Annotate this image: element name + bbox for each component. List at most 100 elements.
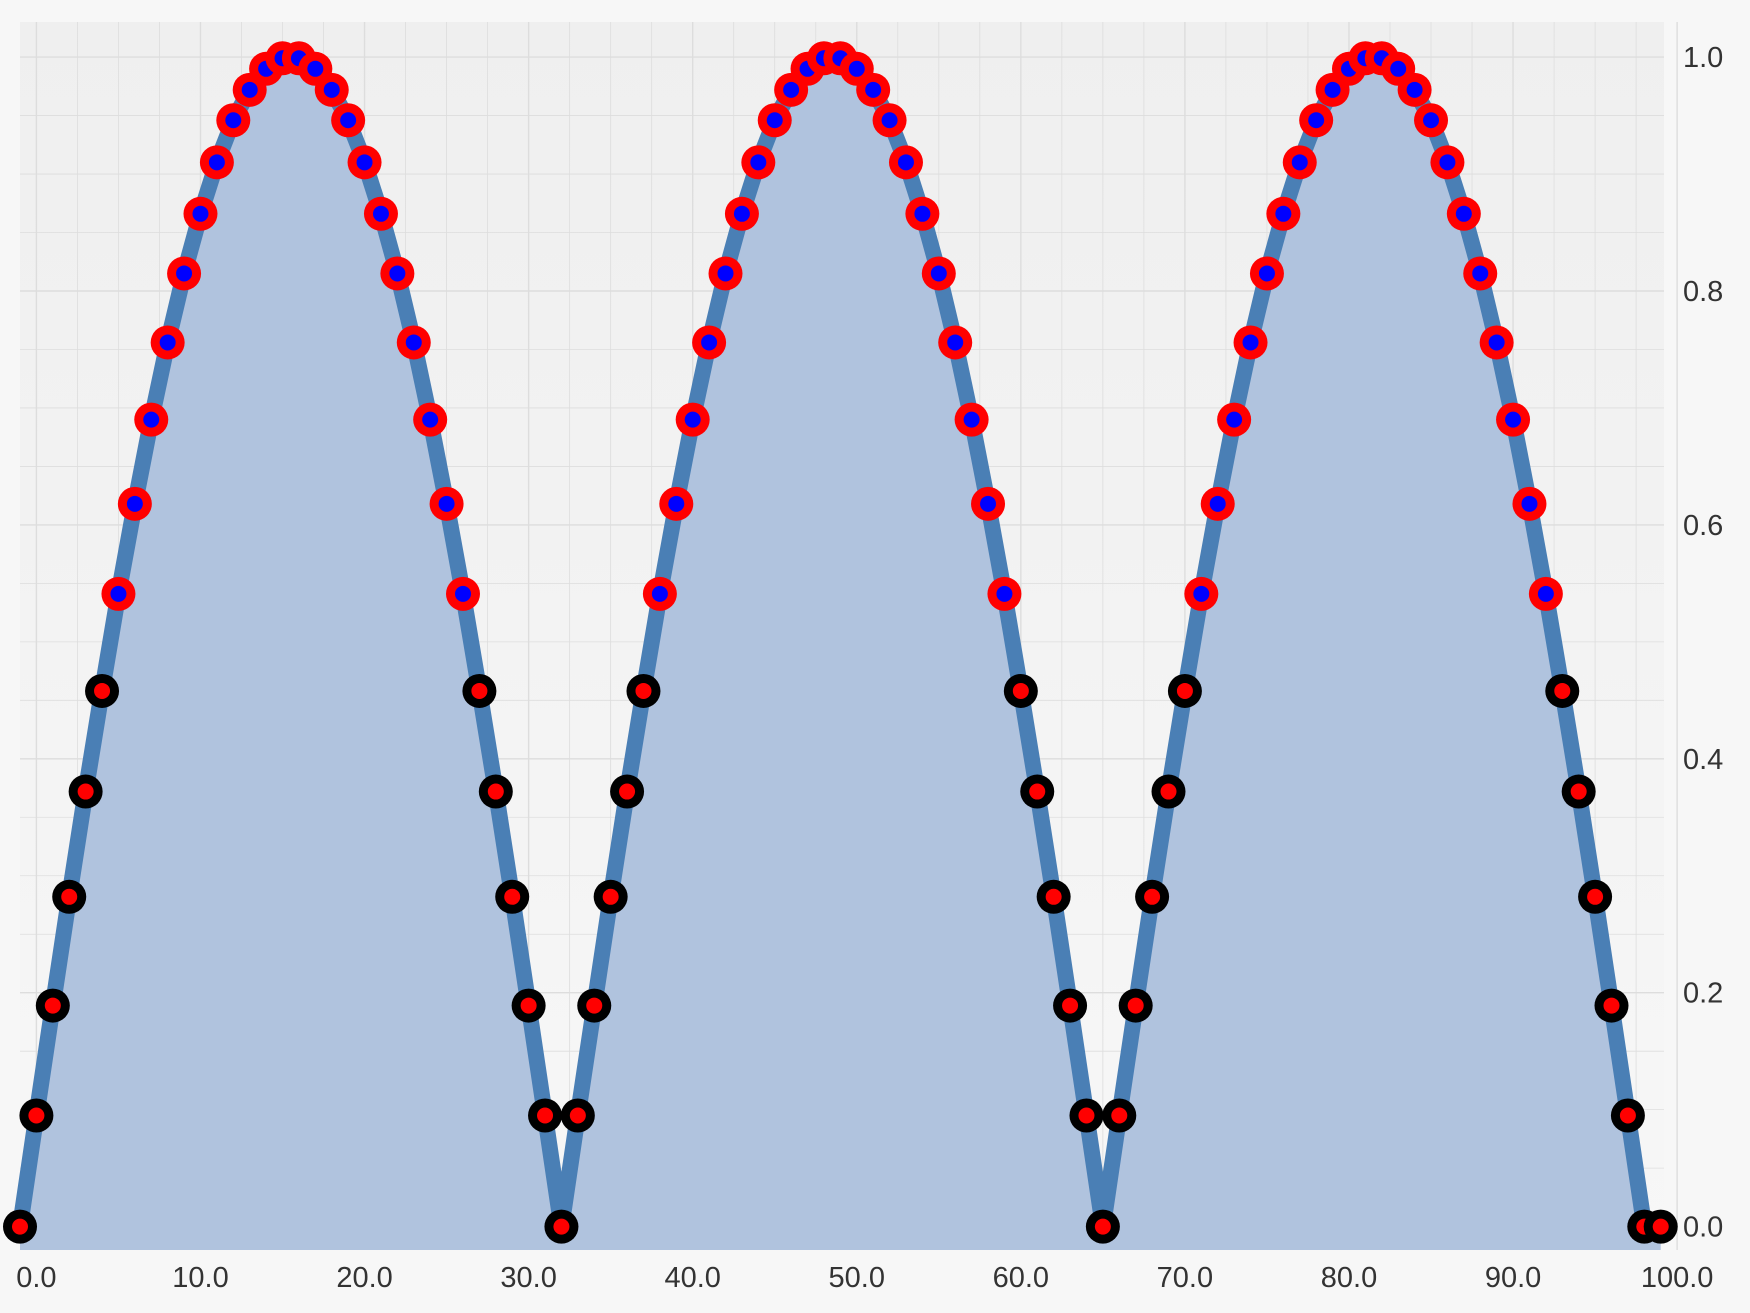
data-point: [1003, 673, 1038, 708]
x-tick-label: 10.0: [172, 1262, 228, 1294]
x-tick-label: 90.0: [1485, 1262, 1541, 1294]
data-point: [724, 196, 759, 231]
data-point: [1545, 673, 1580, 708]
data-point: [1167, 673, 1202, 708]
data-point: [626, 673, 661, 708]
y-tick-label: 0.6: [1683, 510, 1723, 542]
data-point: [1233, 325, 1268, 360]
data-point: [1594, 988, 1629, 1023]
data-point: [692, 325, 727, 360]
x-axis: 0.0 10.0 20.0 30.0 40.0 50.0 60.0 70.0 80.0 90.0 1…: [16, 1262, 1713, 1294]
data-point: [1282, 145, 1317, 180]
data-point: [1249, 256, 1284, 291]
data-point: [199, 145, 234, 180]
data-point: [1414, 103, 1449, 138]
data-point: [1217, 402, 1252, 437]
data-point: [1430, 145, 1465, 180]
data-point: [1135, 879, 1170, 914]
x-tick-label: 80.0: [1321, 1262, 1377, 1294]
data-point: [1496, 402, 1531, 437]
data-point: [1266, 196, 1301, 231]
data-point: [511, 988, 546, 1023]
y-tick-label: 1.0: [1683, 42, 1723, 74]
x-tick-label: 60.0: [993, 1262, 1049, 1294]
data-point: [134, 402, 169, 437]
x-tick-label: 70.0: [1157, 1262, 1213, 1294]
data-point: [560, 1098, 595, 1133]
data-point: [1184, 576, 1219, 611]
x-tick-label: 100.0: [1641, 1262, 1714, 1294]
data-point: [987, 576, 1022, 611]
data-point: [52, 879, 87, 914]
data-point: [675, 402, 710, 437]
data-point: [35, 988, 70, 1023]
data-point: [1053, 988, 1088, 1023]
data-point: [1397, 72, 1432, 107]
data-point: [577, 988, 612, 1023]
data-point: [642, 576, 677, 611]
data-point: [347, 145, 382, 180]
data-point: [478, 774, 513, 809]
data-point: [1446, 196, 1481, 231]
x-tick-label: 20.0: [336, 1262, 392, 1294]
area-fill: [20, 58, 1661, 1250]
data-point: [741, 145, 776, 180]
data-point: [528, 1098, 563, 1133]
y-axis: 0.0 0.2 0.4 0.6 0.8 1.0: [1683, 42, 1723, 1244]
data-point: [1036, 879, 1071, 914]
data-point: [380, 256, 415, 291]
data-point: [872, 103, 907, 138]
data-point: [1020, 774, 1055, 809]
data-point: [19, 1098, 54, 1133]
data-point: [593, 879, 628, 914]
data-point: [856, 72, 891, 107]
data-point: [1069, 1098, 1104, 1133]
data-point: [971, 486, 1006, 521]
y-tick-label: 0.2: [1683, 978, 1723, 1010]
data-point: [1200, 486, 1235, 521]
data-point: [396, 325, 431, 360]
data-point: [331, 103, 366, 138]
data-point: [445, 576, 480, 611]
data-point: [429, 486, 464, 521]
data-point: [1561, 774, 1596, 809]
data-point: [85, 673, 120, 708]
data-point: [117, 486, 152, 521]
data-point: [1610, 1098, 1645, 1133]
data-point: [1102, 1098, 1137, 1133]
y-tick-label: 0.0: [1683, 1212, 1723, 1244]
data-point: [1151, 774, 1186, 809]
data-point: [1528, 576, 1563, 611]
data-point: [462, 673, 497, 708]
x-tick-label: 0.0: [16, 1262, 56, 1294]
x-tick-label: 40.0: [664, 1262, 720, 1294]
data-point: [101, 576, 136, 611]
data-point: [905, 196, 940, 231]
data-point: [495, 879, 530, 914]
data-point: [1085, 1209, 1120, 1244]
data-point: [544, 1209, 579, 1244]
data-point: [708, 256, 743, 291]
data-point: [1479, 325, 1514, 360]
data-point: [68, 774, 103, 809]
data-point: [610, 774, 645, 809]
data-point: [921, 256, 956, 291]
y-tick-label: 0.4: [1683, 744, 1723, 776]
data-point: [938, 325, 973, 360]
data-point: [150, 325, 185, 360]
data-point: [1643, 1209, 1678, 1244]
markers: [3, 41, 1678, 1244]
data-point: [363, 196, 398, 231]
data-point: [3, 1209, 37, 1244]
data-point: [216, 103, 251, 138]
x-tick-label: 50.0: [829, 1262, 885, 1294]
data-point: [1512, 486, 1547, 521]
data-point: [1578, 879, 1613, 914]
data-point: [659, 486, 694, 521]
data-point: [314, 72, 349, 107]
data-point: [1118, 988, 1153, 1023]
data-point: [954, 402, 989, 437]
data-point: [1463, 256, 1498, 291]
